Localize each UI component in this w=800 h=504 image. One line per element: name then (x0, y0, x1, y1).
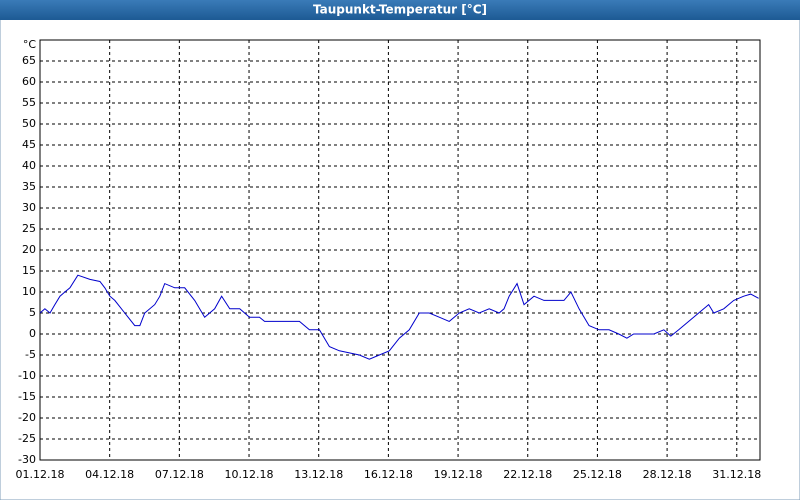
y-tick-label: -25 (18, 432, 36, 445)
x-tick-label: 01.12.18 (16, 468, 65, 481)
chart-title: Taupunkt-Temperatur [°C] (313, 3, 487, 17)
y-tick-label: -5 (25, 348, 36, 361)
x-tick-label: 22.12.18 (503, 468, 552, 481)
y-tick-label: 10 (22, 285, 36, 298)
y-tick-label: -15 (18, 390, 36, 403)
y-tick-label: 30 (22, 201, 36, 214)
y-tick-label: 35 (22, 180, 36, 193)
y-tick-label: 5 (29, 306, 36, 319)
y-tick-label: 45 (22, 138, 36, 151)
x-tick-label: 31.12.18 (712, 468, 761, 481)
y-tick-label: 60 (22, 75, 36, 88)
y-tick-label: -30 (18, 453, 36, 466)
x-tick-label: 28.12.18 (643, 468, 692, 481)
x-tick-label: 04.12.18 (85, 468, 134, 481)
x-tick-label: 13.12.18 (294, 468, 343, 481)
y-unit: °C (23, 38, 37, 51)
data-line (39, 274, 759, 360)
x-tick-label: 19.12.18 (434, 468, 483, 481)
y-tick-label: 50 (22, 117, 36, 130)
y-tick-label: 15 (22, 264, 36, 277)
y-tick-label: -20 (18, 411, 36, 424)
y-tick-label: -10 (18, 369, 36, 382)
title-bar (0, 0, 800, 20)
y-tick-label: 20 (22, 243, 36, 256)
x-tick-label: 16.12.18 (364, 468, 413, 481)
x-tick-label: 07.12.18 (155, 468, 204, 481)
y-tick-label: 40 (22, 159, 36, 172)
y-tick-label: 25 (22, 222, 36, 235)
x-tick-label: 25.12.18 (573, 468, 622, 481)
plot-border (39, 39, 761, 461)
y-tick-label: 0 (29, 327, 36, 340)
y-tick-label: 55 (22, 96, 36, 109)
x-tick-label: 10.12.18 (225, 468, 274, 481)
y-tick-label: 65 (22, 54, 36, 67)
